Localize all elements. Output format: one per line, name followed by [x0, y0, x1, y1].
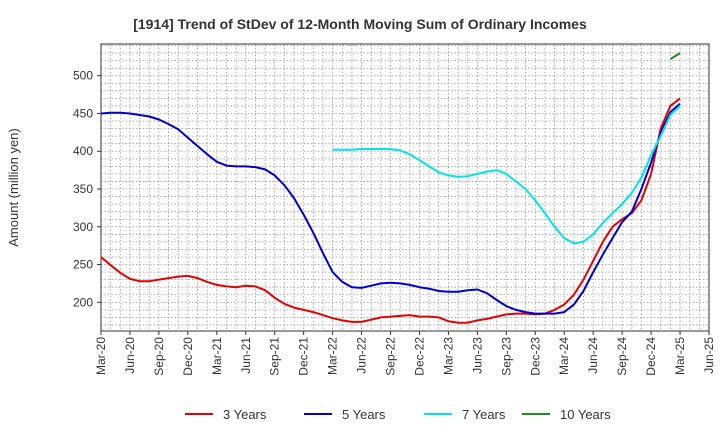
x-tick-label: Mar-24 [557, 337, 571, 375]
legend: 3 Years 5 Years 7 Years 10 Years [185, 407, 611, 422]
series-line-10-years [669, 52, 681, 60]
x-tick-label: Sep-20 [152, 337, 166, 376]
series-layer [100, 52, 681, 324]
x-tick-label: Dec-23 [528, 337, 542, 376]
legend-label: 7 Years [462, 407, 506, 422]
x-axis-ticks: Mar-20 Jun-20 Sep-20 Dec-20 Mar-21 Jun-21 Sep-… [94, 331, 716, 376]
x-tick-label: Jun-20 [123, 337, 137, 374]
x-tick-label: Mar-21 [210, 337, 224, 375]
y-axis-ticks: 200 250 300 350 400 450 500 [73, 69, 101, 309]
series-line-5-years [100, 102, 681, 315]
y-tick-label: 300 [73, 220, 93, 234]
y-tick-label: 250 [73, 258, 93, 272]
x-tick-label: Dec-24 [644, 337, 658, 376]
x-tick-label: Sep-21 [268, 337, 282, 376]
series-line-7-years [332, 105, 681, 245]
x-tick-label: Jun-24 [586, 337, 600, 374]
y-tick-label: 200 [73, 295, 93, 309]
x-tick-label: Jun-22 [355, 337, 369, 374]
x-tick-label: Dec-21 [297, 337, 311, 376]
plot-area-frame [100, 43, 710, 332]
x-tick-label: Mar-25 [673, 337, 687, 375]
y-tick-label: 500 [73, 69, 93, 83]
x-tick-label: Mar-23 [441, 337, 455, 375]
y-tick-label: 400 [73, 144, 93, 158]
x-tick-label: Jun-21 [239, 337, 253, 374]
grid-layer [100, 44, 710, 331]
x-tick-label: Mar-22 [326, 337, 340, 375]
x-tick-label: Mar-20 [94, 337, 108, 375]
x-tick-label: Jun-23 [470, 337, 484, 374]
x-tick-label: Sep-22 [384, 337, 398, 376]
x-tick-label: Jun-25 [702, 337, 716, 374]
x-tick-label: Dec-22 [412, 337, 426, 376]
y-tick-label: 350 [73, 182, 93, 196]
legend-label: 3 Years [223, 407, 267, 422]
x-tick-label: Dec-20 [181, 337, 195, 376]
x-tick-label: Sep-24 [615, 337, 629, 376]
y-tick-label: 450 [73, 106, 93, 120]
x-tick-label: Sep-23 [499, 337, 513, 376]
series-line-3-years [100, 97, 681, 324]
chart-title: [1914] Trend of StDev of 12-Month Moving… [133, 16, 587, 32]
y-axis-label: Amount (million yen) [6, 128, 21, 247]
legend-label: 10 Years [560, 407, 611, 422]
legend-label: 5 Years [342, 407, 386, 422]
